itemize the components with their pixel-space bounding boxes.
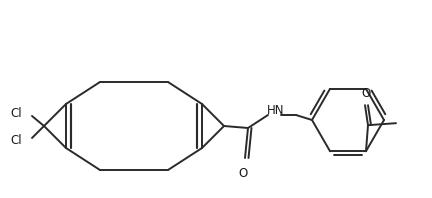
Text: Cl: Cl (10, 133, 22, 147)
Text: O: O (362, 87, 371, 100)
Text: HN: HN (267, 104, 285, 116)
Text: Cl: Cl (10, 107, 22, 120)
Text: O: O (238, 167, 248, 180)
